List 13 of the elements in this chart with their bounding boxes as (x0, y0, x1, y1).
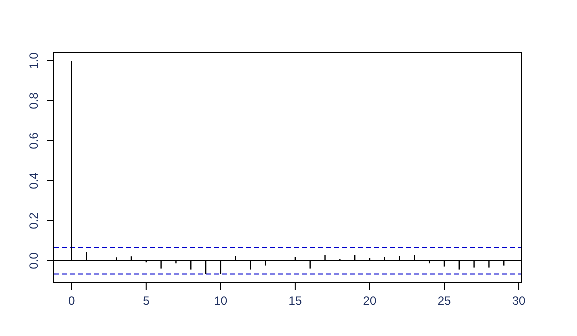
x-tick-label: 5 (143, 294, 150, 308)
y-tick-label: 0.0 (27, 252, 41, 270)
x-tick-label: 10 (214, 294, 228, 308)
y-tick-label: 0.4 (27, 172, 41, 190)
y-tick-label: 0.8 (27, 92, 41, 110)
x-tick-label: 25 (438, 294, 452, 308)
y-tick-label: 0.2 (27, 212, 41, 230)
x-tick-label: 0 (68, 294, 76, 308)
y-tick-label: 1.0 (27, 52, 41, 70)
x-tick-label: 30 (512, 294, 526, 308)
x-tick-label: 15 (288, 294, 302, 308)
x-tick-label: 20 (363, 294, 377, 308)
y-tick-label: 0.6 (27, 132, 41, 150)
